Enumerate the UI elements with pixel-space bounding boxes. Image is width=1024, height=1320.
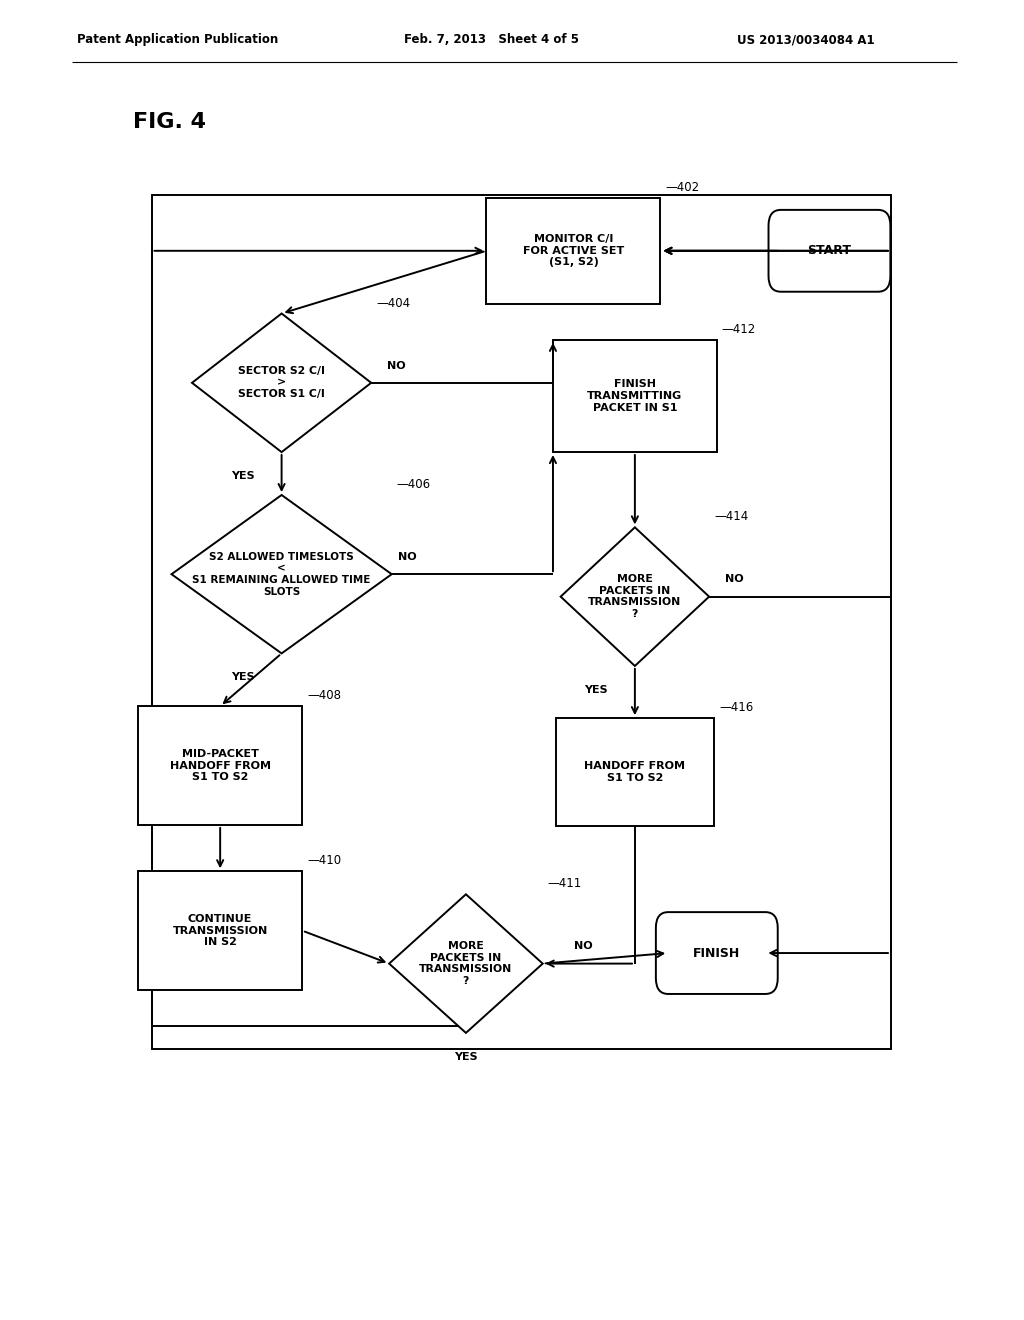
Text: NO: NO xyxy=(574,941,593,952)
FancyBboxPatch shape xyxy=(768,210,891,292)
Text: —408: —408 xyxy=(307,689,341,702)
Text: FIG. 4: FIG. 4 xyxy=(133,112,206,132)
Text: YES: YES xyxy=(584,685,608,694)
Text: —410: —410 xyxy=(307,854,341,867)
Text: —412: —412 xyxy=(722,323,756,337)
FancyBboxPatch shape xyxy=(486,198,660,304)
Text: —406: —406 xyxy=(397,478,431,491)
Text: —416: —416 xyxy=(719,701,754,714)
Text: YES: YES xyxy=(230,471,255,480)
Text: YES: YES xyxy=(454,1052,478,1061)
Text: HANDOFF FROM
S1 TO S2: HANDOFF FROM S1 TO S2 xyxy=(585,762,685,783)
Text: MID-PACKET
HANDOFF FROM
S1 TO S2: MID-PACKET HANDOFF FROM S1 TO S2 xyxy=(170,748,270,783)
Text: YES: YES xyxy=(230,672,255,682)
Text: —411: —411 xyxy=(548,878,582,890)
Text: NO: NO xyxy=(387,360,407,371)
Text: US 2013/0034084 A1: US 2013/0034084 A1 xyxy=(737,33,874,46)
Text: —404: —404 xyxy=(377,297,411,310)
Polygon shape xyxy=(561,527,709,665)
Text: Patent Application Publication: Patent Application Publication xyxy=(77,33,279,46)
Text: MONITOR C/I
FOR ACTIVE SET
(S1, S2): MONITOR C/I FOR ACTIVE SET (S1, S2) xyxy=(523,234,624,268)
Polygon shape xyxy=(193,314,372,451)
FancyBboxPatch shape xyxy=(138,706,302,825)
Text: START: START xyxy=(808,244,851,257)
Text: FINISH
TRANSMITTING
PACKET IN S1: FINISH TRANSMITTING PACKET IN S1 xyxy=(587,379,683,413)
Polygon shape xyxy=(389,895,543,1032)
Text: MORE
PACKETS IN
TRANSMISSION
?: MORE PACKETS IN TRANSMISSION ? xyxy=(588,574,682,619)
Text: —402: —402 xyxy=(666,181,699,194)
FancyBboxPatch shape xyxy=(138,871,302,990)
FancyBboxPatch shape xyxy=(553,341,717,451)
Text: NO: NO xyxy=(397,552,417,562)
Text: Feb. 7, 2013   Sheet 4 of 5: Feb. 7, 2013 Sheet 4 of 5 xyxy=(404,33,580,46)
Text: MORE
PACKETS IN
TRANSMISSION
?: MORE PACKETS IN TRANSMISSION ? xyxy=(419,941,513,986)
FancyBboxPatch shape xyxy=(655,912,778,994)
FancyBboxPatch shape xyxy=(555,718,715,826)
Polygon shape xyxy=(172,495,391,653)
Text: FINISH: FINISH xyxy=(693,946,740,960)
Text: SECTOR S2 C/I
>
SECTOR S1 C/I: SECTOR S2 C/I > SECTOR S1 C/I xyxy=(239,366,325,400)
Text: S2 ALLOWED TIMESLOTS
<
S1 REMAINING ALLOWED TIME
SLOTS: S2 ALLOWED TIMESLOTS < S1 REMAINING ALLO… xyxy=(193,552,371,597)
Text: NO: NO xyxy=(725,574,744,585)
Text: CONTINUE
TRANSMISSION
IN S2: CONTINUE TRANSMISSION IN S2 xyxy=(172,913,268,948)
Text: —414: —414 xyxy=(715,511,749,523)
